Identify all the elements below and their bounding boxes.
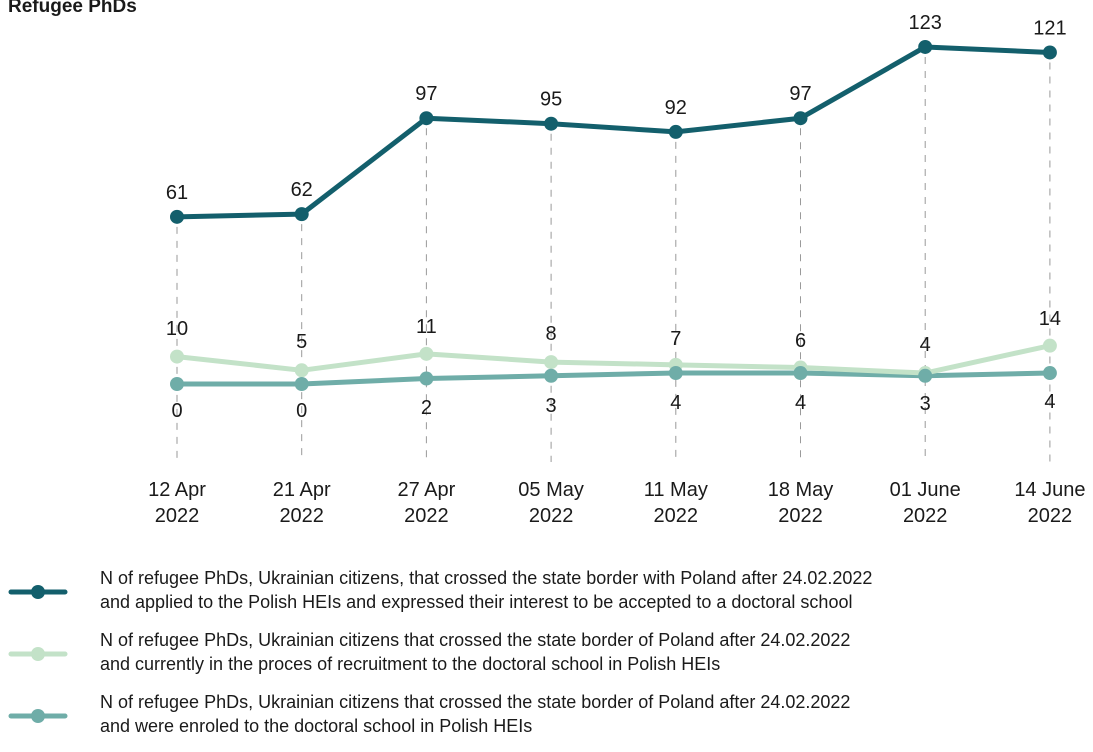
legend-label-line: and applied to the Polish HEIs and expre… — [100, 592, 853, 612]
x-tick-label: 18 May 2022 — [768, 479, 834, 527]
legend-swatch-dot — [31, 585, 45, 599]
x-tick-label-line: 18 May — [768, 479, 834, 501]
data-point — [294, 207, 309, 222]
x-tick-label-line: 2022 — [279, 505, 324, 527]
x-tick-label: 12 Apr 2022 — [148, 479, 206, 527]
data-label: 97 — [415, 83, 437, 105]
series-line — [174, 343, 1053, 376]
data-label: 8 — [546, 323, 557, 345]
data-label: 123 — [909, 12, 942, 34]
legend-item: N of refugee PhDs, Ukrainian citizens th… — [8, 690, 1088, 752]
data-labels: 61 62 97 95 92 97 123 121 10 5 11 8 7 6 4 14 0 0 2 3 4 4 3 4 — [166, 12, 1067, 422]
data-point — [170, 349, 184, 364]
x-tick-label-line: 2022 — [155, 505, 200, 527]
data-label: 5 — [296, 331, 307, 353]
legend-swatch-dot — [31, 709, 45, 723]
data-point — [793, 111, 808, 126]
data-label: 6 — [795, 330, 806, 352]
series-line — [174, 370, 1053, 387]
data-label: 62 — [291, 179, 313, 201]
data-label: 61 — [166, 182, 188, 204]
legend-swatch — [8, 585, 68, 599]
data-point — [544, 116, 559, 131]
x-tick-label: 27 Apr 2022 — [397, 479, 455, 527]
data-label: 3 — [920, 393, 931, 415]
data-point — [170, 377, 184, 391]
data-label: 4 — [670, 392, 681, 414]
legend-label-line: N of refugee PhDs, Ukrainian citizens th… — [100, 692, 851, 712]
legend: N of refugee PhDs, Ukrainian citizens, t… — [8, 566, 1088, 752]
data-point — [294, 363, 309, 378]
data-label: 97 — [789, 83, 811, 105]
legend-label-line: N of refugee PhDs, Ukrainian citizens, t… — [100, 568, 873, 588]
data-point — [544, 368, 559, 383]
data-point — [544, 355, 559, 370]
data-points — [170, 39, 1057, 391]
x-tick-label-line: 14 June — [1014, 479, 1085, 501]
legend-label-line: and currently in the proces of recruitme… — [100, 654, 721, 674]
series-lines — [174, 44, 1053, 387]
x-axis-ticks: 12 Apr 2022 21 Apr 2022 27 Apr 2022 05 May 2022… — [148, 479, 1085, 527]
x-tick-label-line: 2022 — [404, 505, 449, 527]
data-label: 14 — [1039, 308, 1061, 330]
legend-swatch — [8, 647, 68, 661]
data-point — [170, 209, 184, 224]
data-label: 92 — [665, 97, 687, 119]
x-tick-label-line: 12 Apr — [148, 479, 206, 501]
x-tick-label-line: 2022 — [903, 505, 948, 527]
data-point — [294, 377, 309, 391]
x-tick-label-line: 21 Apr — [273, 479, 331, 501]
x-tick-label: 21 Apr 2022 — [273, 479, 331, 527]
x-tick-label: 01 June 2022 — [890, 479, 961, 527]
x-tick-label: 05 May 2022 — [518, 479, 584, 527]
data-point — [918, 368, 933, 383]
x-tick-label-line: 2022 — [1028, 505, 1073, 527]
data-label: 2 — [421, 397, 432, 419]
data-point — [419, 371, 434, 386]
legend-item: N of refugee PhDs, Ukrainian citizens th… — [8, 628, 1088, 690]
x-tick-label-line: 2022 — [529, 505, 574, 527]
data-point — [918, 39, 933, 54]
data-point — [668, 366, 683, 381]
data-point — [419, 346, 434, 361]
legend-item: N of refugee PhDs, Ukrainian citizens, t… — [8, 566, 1088, 628]
data-label: 0 — [296, 400, 307, 422]
legend-swatch-dot — [31, 647, 45, 661]
data-label: 4 — [1044, 391, 1055, 413]
data-label: 4 — [920, 334, 931, 356]
x-tick-label-line: 01 June — [890, 479, 961, 501]
data-label: 3 — [546, 395, 557, 417]
legend-label: N of refugee PhDs, Ukrainian citizens th… — [100, 690, 1060, 738]
data-point — [793, 366, 808, 381]
x-tick-label: 14 June 2022 — [1014, 479, 1085, 527]
data-label: 4 — [795, 392, 806, 414]
x-tick-label-line: 11 May — [644, 479, 708, 501]
x-tick-label-line: 2022 — [778, 505, 823, 527]
x-tick-label: 11 May 2022 — [644, 479, 708, 527]
data-label: 121 — [1033, 17, 1066, 39]
data-label: 10 — [166, 318, 188, 340]
series-line — [174, 44, 1053, 220]
data-label: 95 — [540, 89, 562, 111]
x-tick-label-line: 27 Apr — [397, 479, 455, 501]
legend-label-line: and were enroled to the doctoral school … — [100, 716, 533, 736]
chart-title: Refugee PhDs — [8, 0, 137, 17]
data-label: 11 — [416, 316, 437, 338]
line-chart: 61 62 97 95 92 97 123 121 10 5 11 8 7 6 4 14 0 0 2 3 4 4 3 4 12… — [148, 12, 1085, 527]
data-label: 7 — [670, 328, 681, 350]
data-point — [668, 124, 683, 139]
data-label: 0 — [171, 400, 182, 422]
legend-label: N of refugee PhDs, Ukrainian citizens, t… — [100, 566, 1060, 614]
x-tick-label-line: 05 May — [518, 479, 584, 501]
gridlines — [176, 56, 1051, 462]
data-point — [1042, 338, 1057, 353]
x-tick-label-line: 2022 — [654, 505, 699, 527]
data-point — [1042, 45, 1057, 60]
legend-label-line: N of refugee PhDs, Ukrainian citizens th… — [100, 630, 851, 650]
legend-swatch — [8, 709, 68, 723]
data-point — [1042, 366, 1057, 381]
legend-label: N of refugee PhDs, Ukrainian citizens th… — [100, 628, 1060, 676]
data-point — [419, 111, 434, 126]
